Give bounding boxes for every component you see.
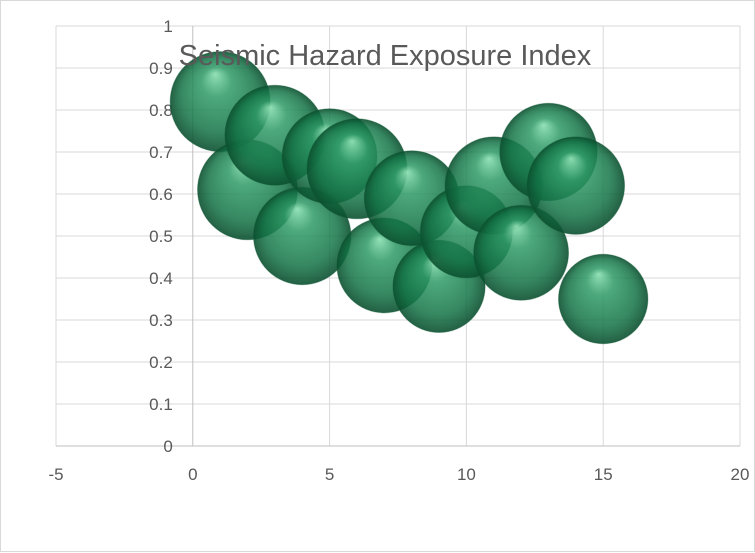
y-tick-label: 1 [163, 17, 172, 36]
bubble-series [169, 51, 649, 345]
x-tick-label: -5 [48, 465, 63, 484]
x-tick-label: 15 [594, 465, 613, 484]
x-tick-label: 10 [457, 465, 476, 484]
tick-labels: 0 0.1 0.2 0.3 0.4 0.5 0.6 0.7 0.8 0.9 1 -5 0 5 10 15 20 [48, 17, 749, 484]
bubble-point [557, 253, 649, 345]
y-tick-label: 0 [163, 437, 172, 456]
y-tick-label: 0.2 [149, 353, 173, 372]
bubble-point [526, 136, 626, 235]
y-tick-label: 0.4 [149, 269, 173, 288]
y-tick-label: 0.1 [149, 395, 173, 414]
x-tick-label: 0 [188, 465, 197, 484]
chart-title: Seismic Hazard Exposure Index [179, 40, 592, 72]
y-tick-label: 0.3 [149, 311, 173, 330]
y-tick-label: 0.6 [149, 185, 173, 204]
y-tick-label: 0.8 [149, 101, 173, 120]
y-tick-label: 0.7 [149, 143, 173, 162]
y-tick-label: 0.5 [149, 227, 173, 246]
x-tick-label: 5 [325, 465, 334, 484]
bubble-point [473, 204, 570, 301]
y-tick-label: 0.9 [149, 59, 173, 78]
x-tick-label: 20 [731, 465, 750, 484]
